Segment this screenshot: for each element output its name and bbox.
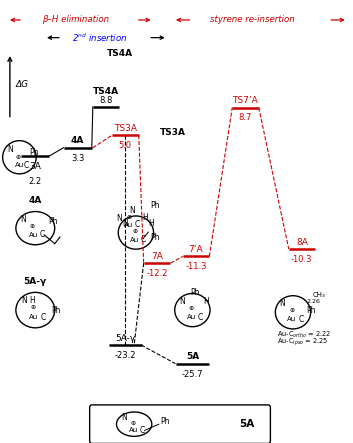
Text: ⊕: ⊕ <box>127 215 132 221</box>
FancyBboxPatch shape <box>90 405 270 443</box>
Text: N: N <box>122 219 128 228</box>
Text: TS7’A: TS7’A <box>233 96 258 105</box>
Text: 5A-γ: 5A-γ <box>24 277 47 286</box>
Text: 4A: 4A <box>71 136 84 145</box>
Text: β–H elimination: β–H elimination <box>42 16 109 24</box>
Text: -11.3: -11.3 <box>185 262 207 272</box>
Text: 2.2: 2.2 <box>29 177 42 186</box>
Text: 8.8: 8.8 <box>99 96 113 105</box>
Text: -10.3: -10.3 <box>291 255 312 264</box>
Text: C: C <box>298 315 303 324</box>
Text: N: N <box>20 215 26 224</box>
Text: -23.2: -23.2 <box>115 351 136 360</box>
Text: C: C <box>24 161 29 170</box>
Text: -12.2: -12.2 <box>146 269 168 278</box>
Text: C: C <box>141 235 146 244</box>
Text: 3.3: 3.3 <box>71 154 84 163</box>
Text: Au: Au <box>129 427 138 433</box>
Text: Au: Au <box>29 232 38 238</box>
Text: 4A: 4A <box>29 196 42 205</box>
Text: 8A: 8A <box>296 238 308 247</box>
Text: C: C <box>135 220 140 229</box>
Text: H: H <box>203 297 209 306</box>
Text: Au: Au <box>287 316 297 323</box>
Text: Au-C$_{ipso}$ = 2.25: Au-C$_{ipso}$ = 2.25 <box>277 337 328 348</box>
Text: Ph: Ph <box>191 288 200 297</box>
Text: N: N <box>8 145 13 154</box>
Text: Ph: Ph <box>150 233 160 241</box>
Text: Au: Au <box>187 314 196 320</box>
Text: 5A: 5A <box>239 419 255 429</box>
Text: 5A-γ: 5A-γ <box>115 334 136 343</box>
Text: ⊕: ⊕ <box>289 308 294 314</box>
Text: 5A: 5A <box>186 353 199 361</box>
Text: 5.0: 5.0 <box>119 141 132 150</box>
Text: 2.26: 2.26 <box>306 299 320 304</box>
Text: N: N <box>179 297 185 306</box>
Text: ⊕: ⊕ <box>131 421 136 426</box>
Text: CH₃: CH₃ <box>312 291 325 298</box>
Text: Ph: Ph <box>29 148 38 157</box>
Text: -25.7: -25.7 <box>182 369 203 379</box>
Text: Au: Au <box>130 237 139 243</box>
Text: N: N <box>116 214 122 223</box>
Text: Au: Au <box>124 222 133 228</box>
Text: styrene re-insertion: styrene re-insertion <box>210 16 295 24</box>
Text: C: C <box>40 230 45 239</box>
Text: ⊕: ⊕ <box>31 305 36 311</box>
Text: Ph: Ph <box>52 306 61 315</box>
Text: Ph: Ph <box>306 306 316 315</box>
Text: ⊕: ⊕ <box>132 229 137 234</box>
Text: TS4A: TS4A <box>107 49 133 58</box>
Text: Au-C$_{ortho}$ = 2.22: Au-C$_{ortho}$ = 2.22 <box>277 330 331 341</box>
Text: H: H <box>29 296 35 305</box>
Text: ⊕: ⊕ <box>15 155 20 160</box>
Text: H: H <box>143 213 148 222</box>
Text: Ph: Ph <box>150 202 160 210</box>
Text: Au: Au <box>29 314 38 320</box>
Text: C: C <box>198 313 203 322</box>
Text: N: N <box>121 413 127 423</box>
Text: ΔG: ΔG <box>16 80 29 89</box>
Text: ⊕: ⊕ <box>189 306 194 311</box>
Text: TS3A: TS3A <box>114 124 137 133</box>
Text: 7’A: 7’A <box>189 245 203 254</box>
Text: N: N <box>130 206 135 215</box>
Text: N: N <box>280 299 285 308</box>
Text: TS4A: TS4A <box>93 86 119 96</box>
Text: C: C <box>41 313 46 322</box>
Text: N: N <box>21 296 27 305</box>
Text: 7A: 7A <box>151 252 163 261</box>
Text: H: H <box>148 219 154 228</box>
Text: 2$^{nd}$ insertion: 2$^{nd}$ insertion <box>72 31 128 44</box>
Text: Au: Au <box>15 162 24 168</box>
Text: 3A: 3A <box>29 162 41 171</box>
Text: TS3A: TS3A <box>160 128 186 137</box>
Text: 8.7: 8.7 <box>239 113 252 122</box>
Text: Ph: Ph <box>161 417 170 427</box>
Text: ⊕: ⊕ <box>30 224 35 229</box>
Text: C: C <box>139 426 144 435</box>
Text: Ph: Ph <box>48 217 58 226</box>
